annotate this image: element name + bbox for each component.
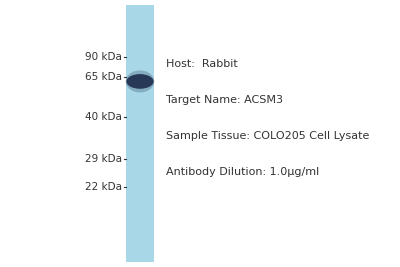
Ellipse shape	[126, 74, 154, 89]
Text: 65 kDa: 65 kDa	[85, 72, 122, 83]
Text: Target Name: ACSM3: Target Name: ACSM3	[166, 95, 283, 105]
Ellipse shape	[126, 70, 154, 92]
Text: Antibody Dilution: 1.0µg/ml: Antibody Dilution: 1.0µg/ml	[166, 167, 319, 177]
Text: 22 kDa: 22 kDa	[85, 182, 122, 192]
Bar	[126, 5, 154, 262]
Text: 40 kDa: 40 kDa	[85, 112, 122, 123]
Text: Sample Tissue: COLO205 Cell Lysate: Sample Tissue: COLO205 Cell Lysate	[166, 131, 369, 141]
Text: 90 kDa: 90 kDa	[85, 52, 122, 62]
Text: Host:  Rabbit: Host: Rabbit	[166, 59, 238, 69]
Text: 29 kDa: 29 kDa	[85, 154, 122, 164]
